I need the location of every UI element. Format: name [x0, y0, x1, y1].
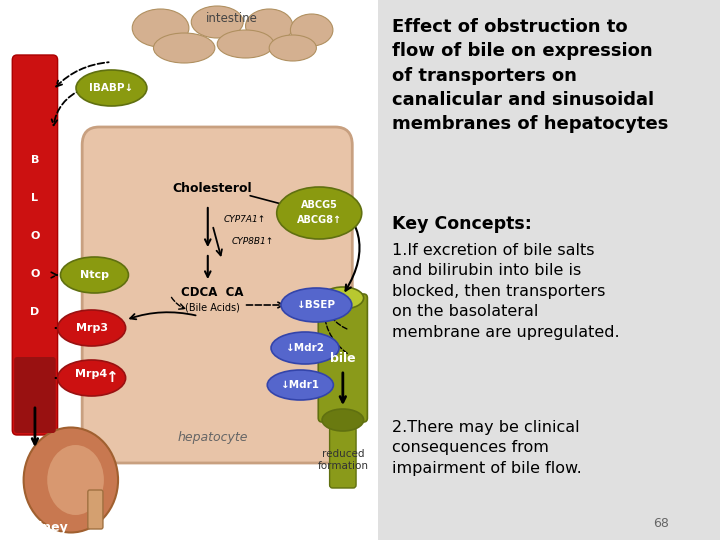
Ellipse shape	[24, 428, 118, 532]
Text: Cholesterol: Cholesterol	[173, 181, 252, 194]
Ellipse shape	[153, 33, 215, 63]
Ellipse shape	[58, 360, 125, 396]
Text: reduced
formation: reduced formation	[318, 449, 369, 471]
Text: IBABP↓: IBABP↓	[89, 83, 134, 93]
Text: hepatocyte: hepatocyte	[177, 431, 248, 444]
Text: ABCG5: ABCG5	[301, 200, 338, 210]
Text: Mrp3: Mrp3	[76, 323, 107, 333]
Text: ↑: ↑	[105, 370, 118, 386]
Ellipse shape	[281, 288, 352, 322]
Text: bile: bile	[330, 352, 356, 365]
Text: CYP7A1↑: CYP7A1↑	[224, 215, 266, 225]
Text: O: O	[30, 269, 40, 279]
Text: ↓Mdr1: ↓Mdr1	[281, 380, 320, 390]
Ellipse shape	[276, 187, 361, 239]
Text: intestine: intestine	[205, 11, 257, 24]
Text: CYP8B1↑: CYP8B1↑	[231, 238, 274, 246]
FancyBboxPatch shape	[330, 427, 356, 488]
FancyBboxPatch shape	[14, 357, 55, 433]
Ellipse shape	[48, 445, 104, 515]
FancyBboxPatch shape	[88, 490, 103, 529]
Ellipse shape	[269, 35, 316, 61]
Ellipse shape	[322, 287, 364, 309]
Ellipse shape	[322, 409, 364, 431]
FancyBboxPatch shape	[12, 55, 58, 435]
Text: B: B	[31, 155, 39, 165]
Polygon shape	[0, 0, 378, 540]
Ellipse shape	[60, 257, 128, 293]
FancyBboxPatch shape	[318, 294, 367, 422]
Ellipse shape	[267, 370, 333, 400]
Text: O: O	[30, 231, 40, 241]
Text: ↓Mdr2: ↓Mdr2	[286, 343, 325, 353]
Text: ↓BSEP: ↓BSEP	[297, 300, 336, 310]
Text: 68: 68	[653, 517, 669, 530]
Ellipse shape	[290, 14, 333, 46]
Text: Key Concepts:: Key Concepts:	[392, 215, 532, 233]
Text: 1.If excretion of bile salts
and bilirubin into bile is
blocked, then transporte: 1.If excretion of bile salts and bilirub…	[392, 243, 620, 340]
Ellipse shape	[217, 30, 274, 58]
Text: Effect of obstruction to
flow of bile on expression
of transporters on
canalicul: Effect of obstruction to flow of bile on…	[392, 18, 668, 133]
Text: Mrp4: Mrp4	[76, 369, 108, 379]
Text: kidney: kidney	[21, 521, 68, 534]
Ellipse shape	[192, 6, 243, 38]
Text: 2.There may be clinical
consequences from
impairment of bile flow.: 2.There may be clinical consequences fro…	[392, 420, 582, 476]
Ellipse shape	[271, 332, 339, 364]
Ellipse shape	[132, 9, 189, 47]
Text: Ntcp: Ntcp	[80, 270, 109, 280]
Text: D: D	[30, 307, 40, 317]
Ellipse shape	[58, 310, 125, 346]
Text: CDCA  CA: CDCA CA	[181, 286, 244, 299]
Ellipse shape	[76, 70, 147, 106]
Text: ABCG8↑: ABCG8↑	[297, 215, 342, 225]
Ellipse shape	[246, 9, 293, 43]
Text: (Bile Acids): (Bile Acids)	[185, 303, 240, 313]
Text: L: L	[32, 193, 38, 203]
FancyBboxPatch shape	[82, 127, 352, 463]
